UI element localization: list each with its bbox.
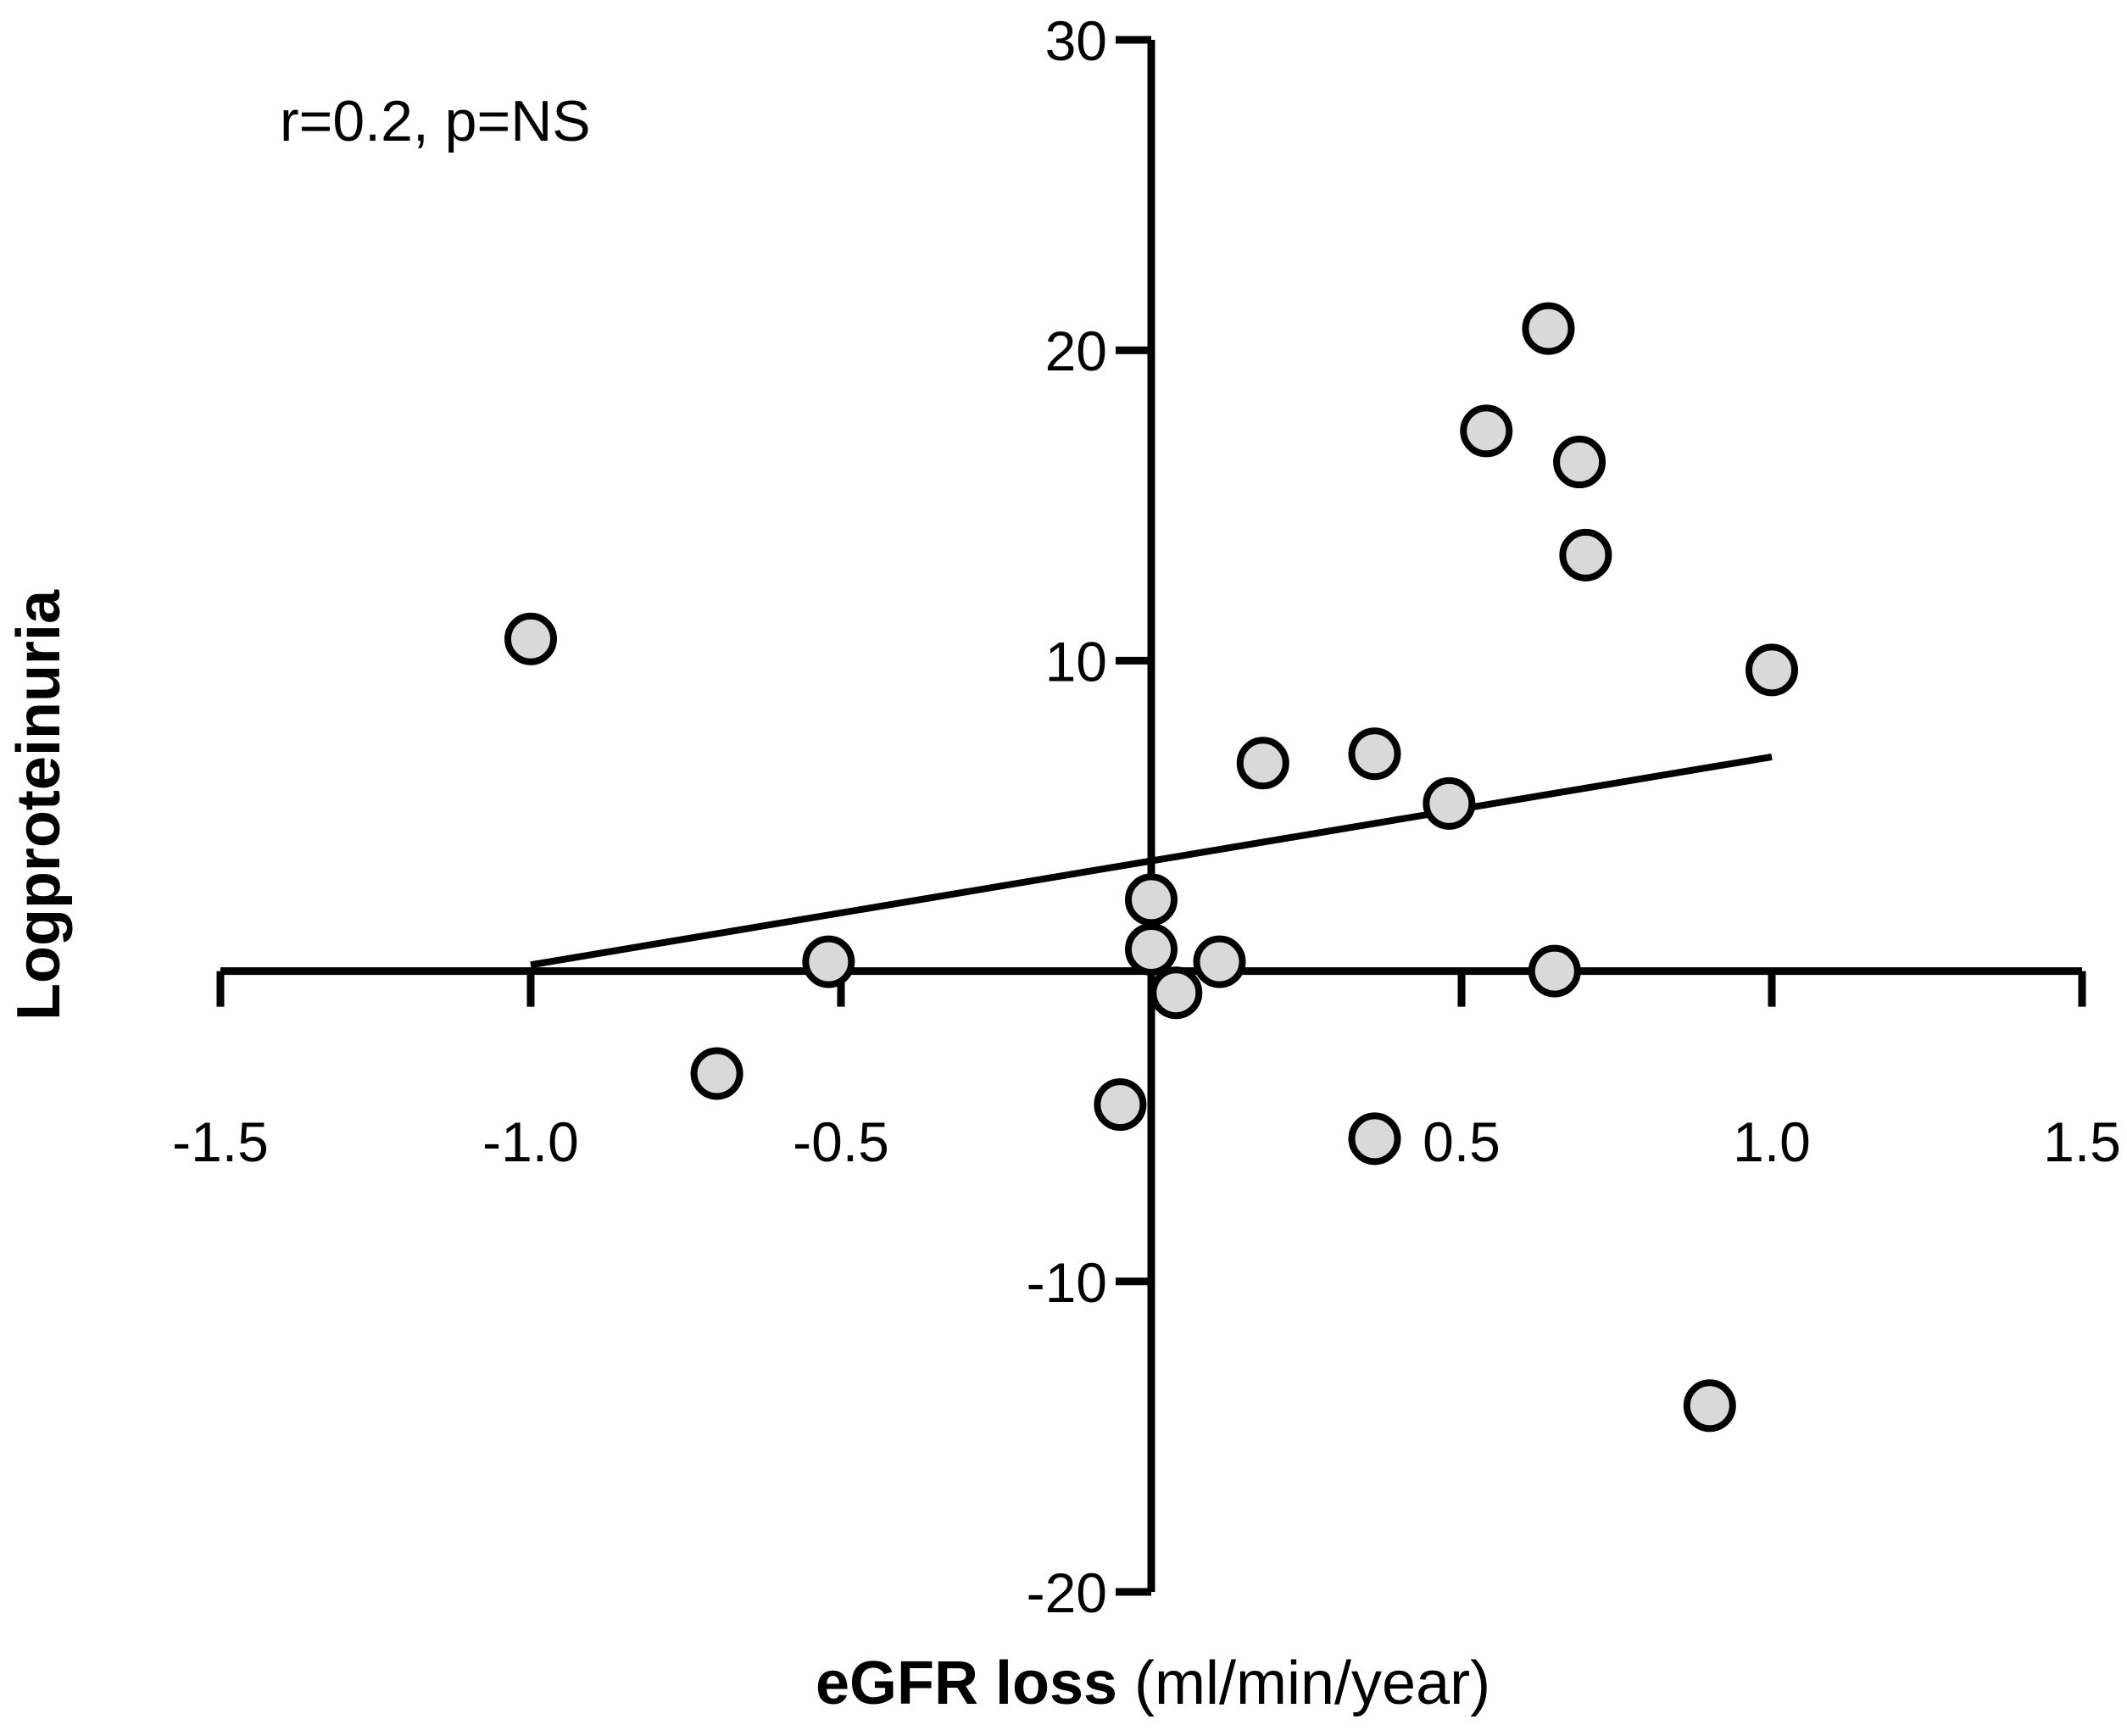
regression-line [530, 753, 1773, 969]
data-point [1236, 737, 1289, 790]
data-point [1125, 922, 1178, 976]
data-point [1423, 776, 1476, 830]
data-point [1746, 643, 1798, 697]
data-point [690, 1047, 743, 1100]
data-point [1348, 1112, 1401, 1166]
data-point [1150, 966, 1203, 1020]
data-point [1125, 873, 1178, 926]
x-tick-label: -1.5 [172, 1110, 269, 1173]
x-axis-label-units: (ml/min/year) [1117, 1650, 1490, 1717]
data-point [1460, 404, 1513, 458]
tick-labels: -1.5 -1.0 -0.5 0.5 1.0 1.5 -20 -10 10 20 30 [172, 9, 2121, 1624]
y-axis-label: Logproteinuria [5, 589, 73, 1021]
y-tick-label: -20 [1027, 1561, 1107, 1624]
data-point [1348, 727, 1401, 781]
y-tick-label: 30 [1045, 9, 1107, 72]
data-point [1553, 436, 1606, 489]
x-tick-label: 0.5 [1423, 1110, 1501, 1173]
y-tick-label: 10 [1045, 630, 1107, 693]
data-point [1094, 1078, 1147, 1132]
data-point [1193, 935, 1246, 988]
data-point [802, 935, 855, 988]
axes [220, 40, 2082, 1592]
data-point [1559, 528, 1612, 581]
axis-ticks [216, 36, 2086, 1596]
regression-layer [530, 753, 1773, 969]
x-tick-label: -0.5 [793, 1110, 889, 1173]
y-tick-label: 20 [1045, 320, 1107, 382]
data-point [1683, 1379, 1736, 1433]
x-axis-label-bold: eGFR loss [816, 1650, 1117, 1717]
x-tick-label: 1.5 [2043, 1110, 2121, 1173]
x-tick-label: -1.0 [482, 1110, 579, 1173]
correlation-annotation: r=0.2, p=NS [280, 89, 591, 153]
data-point [1528, 944, 1581, 998]
x-axis-label: eGFR loss (ml/min/year) [816, 1650, 1490, 1717]
y-tick-label: -10 [1027, 1251, 1107, 1314]
data-point [504, 612, 557, 665]
x-tick-label: 1.0 [1733, 1110, 1811, 1173]
points-layer [504, 302, 1798, 1433]
data-point [1522, 302, 1575, 355]
